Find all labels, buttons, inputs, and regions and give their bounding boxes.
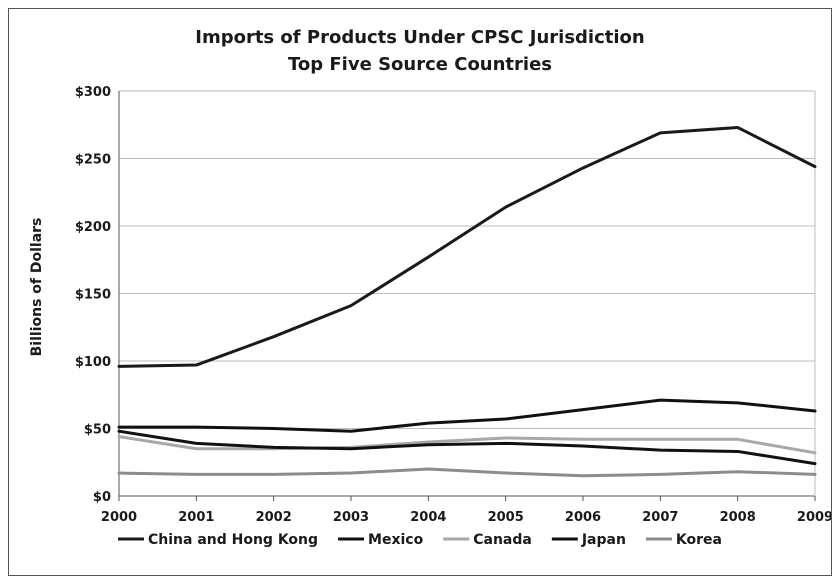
y-tick-label: $50 bbox=[84, 423, 111, 438]
x-tick-label: 2006 bbox=[565, 510, 601, 525]
y-tick-label: $250 bbox=[75, 153, 111, 168]
chart-title: Imports of Products Under CPSC Jurisdict… bbox=[195, 27, 644, 48]
legend-label-canada: Canada bbox=[473, 532, 532, 548]
x-tick-label: 2008 bbox=[720, 510, 756, 525]
x-axis-ticks: 2000 2001 2002 2003 2004 2005 2006 2007 2008 2009 bbox=[101, 496, 831, 525]
y-tick-label: $300 bbox=[75, 85, 111, 100]
y-tick-label: $0 bbox=[93, 490, 111, 505]
line-chart: Imports of Products Under CPSC Jurisdict… bbox=[29, 27, 831, 548]
series-line-china-and-hong-kong bbox=[117, 125, 817, 368]
chart-subtitle: Top Five Source Countries bbox=[288, 54, 552, 75]
x-tick-label: 2004 bbox=[410, 510, 446, 525]
x-tick-label: 2001 bbox=[178, 510, 214, 525]
y-tick-label: $150 bbox=[75, 288, 111, 303]
series-line-japan bbox=[117, 429, 817, 466]
series-line-korea bbox=[117, 467, 817, 478]
y-axis-ticks: $0 $50 $100 $150 $200 $250 $300 bbox=[75, 85, 111, 505]
legend-label-china-and-hong-kong: China and Hong Kong bbox=[148, 532, 318, 548]
chart-frame: Imports of Products Under CPSC Jurisdict… bbox=[8, 8, 832, 576]
x-tick-label: 2009 bbox=[797, 510, 831, 525]
y-axis-label: Billions of Dollars bbox=[29, 218, 45, 357]
legend-label-korea: Korea bbox=[676, 532, 722, 548]
y-tick-label: $200 bbox=[75, 220, 111, 235]
x-tick-label: 2000 bbox=[101, 510, 137, 525]
series-line-canada bbox=[117, 435, 817, 455]
legend: China and Hong Kong Mexico Canada Japan Kore… bbox=[117, 532, 722, 548]
legend-label-japan: Japan bbox=[581, 532, 626, 548]
x-tick-label: 2005 bbox=[488, 510, 524, 525]
y-tick-label: $100 bbox=[75, 355, 111, 370]
series-lines bbox=[117, 125, 817, 478]
series-line-mexico bbox=[117, 398, 817, 433]
x-tick-label: 2003 bbox=[333, 510, 369, 525]
x-tick-label: 2007 bbox=[642, 510, 678, 525]
legend-label-mexico: Mexico bbox=[368, 532, 424, 548]
grid-lines bbox=[118, 90, 816, 497]
x-tick-label: 2002 bbox=[256, 510, 292, 525]
